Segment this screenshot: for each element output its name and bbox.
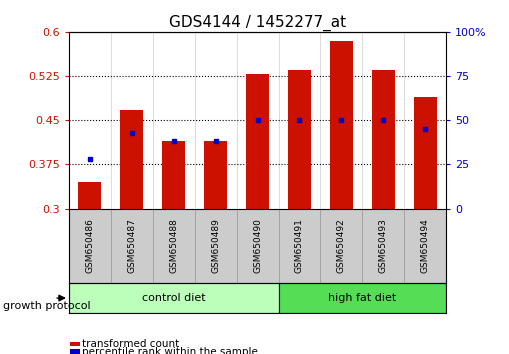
Text: GSM650491: GSM650491 xyxy=(294,218,303,273)
Text: GSM650489: GSM650489 xyxy=(211,218,220,273)
Bar xyxy=(362,209,404,283)
Bar xyxy=(152,209,194,283)
Bar xyxy=(204,141,227,209)
Bar xyxy=(194,209,236,283)
Bar xyxy=(245,74,269,209)
Text: GSM650488: GSM650488 xyxy=(169,218,178,273)
Bar xyxy=(278,209,320,283)
Bar xyxy=(329,41,352,209)
Bar xyxy=(110,209,152,283)
Bar xyxy=(69,209,110,283)
Bar xyxy=(320,209,362,283)
Text: control diet: control diet xyxy=(142,293,205,303)
Text: percentile rank within the sample: percentile rank within the sample xyxy=(82,347,258,354)
Text: GSM650486: GSM650486 xyxy=(85,218,94,273)
Bar xyxy=(69,283,278,313)
Bar xyxy=(78,182,101,209)
Text: GSM650494: GSM650494 xyxy=(420,218,429,273)
Bar xyxy=(404,209,445,283)
Text: GSM650492: GSM650492 xyxy=(336,218,345,273)
Text: GSM650490: GSM650490 xyxy=(252,218,262,273)
Bar xyxy=(288,70,310,209)
Bar xyxy=(413,97,436,209)
Text: transformed count: transformed count xyxy=(82,339,179,349)
Bar xyxy=(120,110,143,209)
Text: GSM650493: GSM650493 xyxy=(378,218,387,273)
Text: high fat diet: high fat diet xyxy=(328,293,395,303)
Bar xyxy=(162,141,185,209)
Bar xyxy=(236,209,278,283)
Bar xyxy=(278,283,445,313)
Title: GDS4144 / 1452277_at: GDS4144 / 1452277_at xyxy=(168,14,346,30)
Text: GSM650487: GSM650487 xyxy=(127,218,136,273)
Bar xyxy=(371,70,394,209)
Text: growth protocol: growth protocol xyxy=(3,301,90,311)
